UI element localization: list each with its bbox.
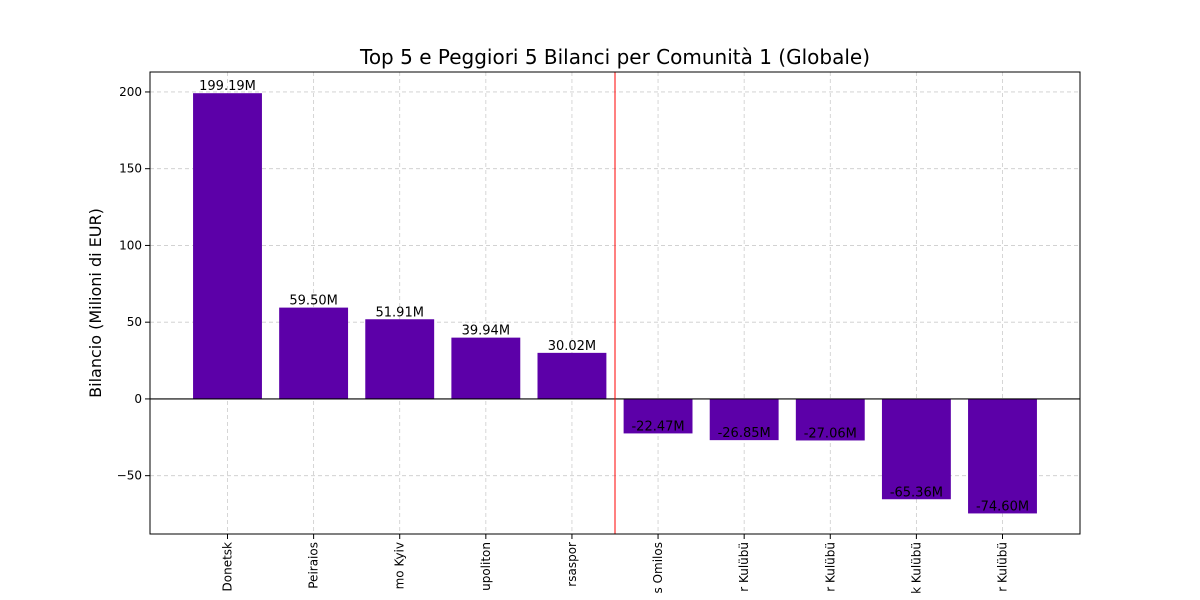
y-axis-ticks: −50 0 50 100 150 200	[117, 85, 150, 483]
chart-title: Top 5 e Peggiori 5 Bilanci per Comunità …	[359, 45, 870, 69]
x-tick-label: Peiraios	[307, 542, 321, 589]
x-tick-label: r Kulübü	[737, 542, 751, 592]
data-label: -22.47M	[631, 419, 684, 434]
bars-layer	[193, 93, 1037, 514]
y-tick-label: 100	[119, 238, 142, 252]
data-label: 51.91M	[376, 305, 424, 320]
y-tick-label: −50	[117, 469, 142, 483]
x-axis-ticks: Donetsk Peiraios mo Kyiv upoliton rsaspor s O…	[221, 534, 1010, 594]
plot-frame	[149, 71, 1081, 535]
bar	[365, 319, 435, 399]
bar	[451, 337, 521, 399]
x-tick-label: k Kulübü	[909, 542, 923, 594]
bar	[623, 398, 693, 434]
data-label: 30.02M	[548, 339, 596, 354]
bar	[968, 398, 1037, 514]
bar	[795, 398, 865, 441]
x-tick-label: r Kulübü	[996, 542, 1010, 592]
data-label: -74.60M	[976, 499, 1029, 514]
bar	[537, 352, 607, 399]
data-label: 199.19M	[199, 79, 256, 94]
bar	[709, 398, 779, 441]
data-label: 59.50M	[289, 294, 337, 309]
bar	[279, 307, 349, 399]
data-label: -26.85M	[718, 426, 771, 441]
data-labels: 199.19M 59.50M 51.91M 39.94M 30.02M -22.47M -2…	[199, 79, 1029, 514]
bar	[193, 93, 262, 399]
y-tick-label: 200	[119, 85, 142, 99]
x-tick-label: s Omilos	[651, 542, 665, 593]
data-label: -27.06M	[804, 426, 857, 441]
x-tick-label: rsaspor	[565, 542, 579, 587]
y-tick-label: 0	[134, 392, 142, 406]
x-tick-label: r Kulübü	[823, 542, 837, 592]
y-tick-label: 50	[127, 315, 142, 329]
x-tick-label: upoliton	[479, 542, 493, 591]
y-axis-label: Bilancio (Milioni di EUR)	[86, 208, 105, 398]
data-label: 39.94M	[462, 324, 510, 339]
y-tick-label: 150	[119, 162, 142, 176]
bar	[881, 398, 951, 500]
x-tick-label: mo Kyiv	[393, 542, 407, 589]
x-tick-label: Donetsk	[221, 542, 235, 592]
data-label: -65.36M	[890, 485, 943, 500]
reference-lines	[150, 72, 1080, 534]
